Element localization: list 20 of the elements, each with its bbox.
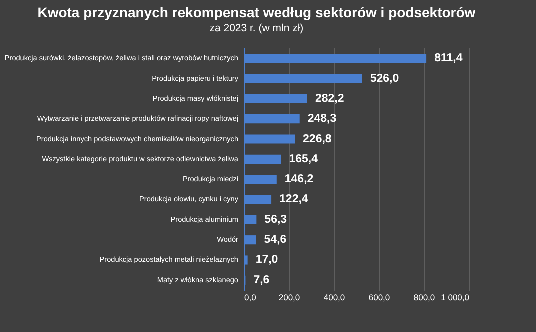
x-tick-label: 800,0	[414, 292, 436, 302]
x-tick-label: 400,0	[324, 292, 346, 302]
data-label: 54,6	[264, 234, 287, 246]
x-tick-label: 0,0	[244, 292, 257, 302]
data-label: 248,3	[308, 113, 337, 126]
data-label: 17,0	[256, 254, 278, 266]
data-label: 811,4	[434, 52, 464, 65]
x-tick-label: 600,0	[368, 292, 390, 302]
data-label: 7,6	[254, 274, 270, 286]
chart-subtitle: za 2023 r. (w mln zł)	[210, 22, 304, 34]
data-label: 282,2	[315, 92, 344, 105]
data-label: 146,2	[284, 174, 314, 186]
data-label: 165,4	[289, 153, 319, 166]
data-label: 122,4	[280, 194, 309, 206]
x-tick-label: 1 000,0	[441, 292, 470, 302]
data-label: 526,0	[370, 72, 400, 85]
chart-title: Kwota przyznanych rekompensat według sektorów i podsektorów	[38, 4, 476, 20]
data-label: 226,8	[303, 133, 332, 146]
data-label: 56,3	[264, 214, 288, 226]
x-tick-label: 200,0	[278, 292, 300, 302]
